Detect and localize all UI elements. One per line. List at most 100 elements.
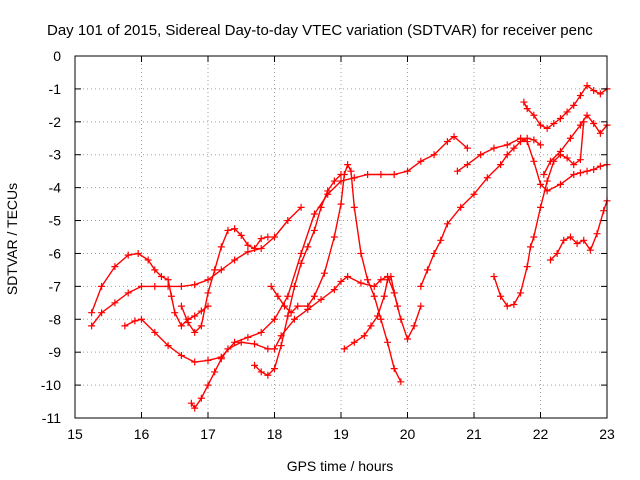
data-point-marker bbox=[563, 108, 571, 116]
data-point-marker bbox=[204, 356, 212, 364]
data-point-marker bbox=[417, 282, 425, 290]
data-point-marker bbox=[417, 302, 425, 310]
series-line bbox=[91, 206, 302, 327]
data-point-marker bbox=[553, 249, 561, 257]
data-point-marker bbox=[277, 342, 285, 350]
data-point-marker bbox=[310, 226, 318, 234]
data-point-marker bbox=[251, 361, 259, 369]
data-point-marker bbox=[530, 136, 538, 144]
data-point-marker bbox=[600, 207, 608, 215]
data-point-marker bbox=[347, 167, 355, 175]
data-point-marker bbox=[134, 249, 142, 257]
series-line bbox=[457, 137, 608, 192]
data-point-marker bbox=[556, 147, 564, 155]
data-point-marker bbox=[596, 129, 604, 137]
data-point-marker bbox=[537, 180, 544, 188]
data-point-marker bbox=[131, 317, 139, 325]
data-point-marker bbox=[397, 315, 405, 323]
data-point-marker bbox=[423, 266, 431, 274]
series-track-7 bbox=[267, 161, 405, 386]
data-point-marker bbox=[543, 124, 551, 132]
data-point-marker bbox=[267, 282, 275, 290]
data-point-marker bbox=[560, 236, 568, 244]
data-point-marker bbox=[570, 170, 578, 178]
y-tick-label: -5 bbox=[49, 213, 62, 229]
data-point-marker bbox=[211, 266, 219, 274]
data-point-marker bbox=[540, 170, 548, 178]
data-point-marker bbox=[271, 233, 278, 241]
data-point-marker bbox=[530, 233, 538, 241]
data-point-marker bbox=[430, 151, 438, 159]
data-point-marker bbox=[330, 177, 338, 185]
x-tick-label: 23 bbox=[599, 426, 615, 442]
data-point-marker bbox=[244, 248, 252, 256]
data-point-marker bbox=[450, 133, 458, 141]
data-point-marker bbox=[593, 230, 601, 238]
data-point-marker bbox=[477, 151, 485, 159]
data-point-marker bbox=[88, 309, 96, 317]
data-point-marker bbox=[583, 111, 591, 119]
data-point-marker bbox=[284, 312, 292, 320]
data-point-marker bbox=[523, 263, 531, 271]
data-point-marker bbox=[271, 345, 278, 353]
data-point-marker bbox=[257, 245, 265, 253]
data-point-marker bbox=[483, 174, 491, 182]
data-point-marker bbox=[596, 90, 604, 98]
data-point-marker bbox=[497, 292, 505, 300]
series-track-3 bbox=[121, 133, 471, 366]
data-point-marker bbox=[340, 345, 348, 353]
series-track-9 bbox=[417, 134, 544, 290]
data-point-marker bbox=[537, 203, 544, 211]
data-point-marker bbox=[457, 203, 465, 211]
data-point-marker bbox=[264, 233, 272, 241]
series-line bbox=[493, 121, 585, 307]
data-point-marker bbox=[387, 272, 395, 280]
data-point-marker bbox=[543, 177, 551, 185]
data-point-marker bbox=[244, 333, 252, 341]
data-point-marker bbox=[470, 190, 478, 198]
data-point-marker bbox=[546, 157, 554, 165]
y-tick-label: -6 bbox=[49, 245, 62, 261]
data-point-marker bbox=[394, 302, 402, 310]
data-point-marker bbox=[138, 315, 145, 323]
data-point-marker bbox=[590, 87, 598, 95]
data-point-marker bbox=[204, 276, 212, 284]
data-point-marker bbox=[360, 332, 368, 340]
y-tick-label: -11 bbox=[42, 410, 61, 426]
data-point-marker bbox=[237, 231, 245, 239]
data-point-marker bbox=[317, 203, 325, 211]
data-point-marker bbox=[330, 233, 338, 241]
y-tick-label: -9 bbox=[49, 344, 62, 360]
data-point-marker bbox=[124, 289, 132, 297]
y-tick-label: -8 bbox=[49, 311, 62, 327]
data-point-marker bbox=[224, 345, 232, 353]
data-point-marker bbox=[211, 368, 219, 376]
data-point-marker bbox=[257, 235, 265, 243]
y-tick-label: -10 bbox=[41, 377, 61, 393]
series-track-6 bbox=[251, 170, 345, 379]
data-point-marker bbox=[576, 91, 584, 99]
x-tick-label: 15 bbox=[67, 426, 83, 442]
data-point-marker bbox=[297, 259, 305, 267]
data-point-marker bbox=[320, 269, 328, 277]
data-point-marker bbox=[503, 141, 511, 149]
y-tick-label: -4 bbox=[49, 180, 62, 196]
data-point-marker bbox=[576, 156, 584, 164]
data-point-marker bbox=[167, 292, 175, 300]
data-point-marker bbox=[111, 299, 119, 307]
data-point-marker bbox=[453, 167, 461, 175]
data-point-marker bbox=[297, 203, 305, 211]
data-point-marker bbox=[397, 378, 405, 386]
series-track-12 bbox=[520, 82, 611, 132]
data-point-marker bbox=[98, 282, 106, 290]
series-line bbox=[523, 84, 608, 130]
data-point-marker bbox=[377, 315, 385, 323]
data-point-marker bbox=[583, 82, 591, 90]
data-point-marker bbox=[490, 144, 498, 152]
data-point-marker bbox=[271, 315, 278, 323]
data-point-marker bbox=[264, 345, 272, 353]
data-point-marker bbox=[304, 243, 312, 251]
data-point-marker bbox=[88, 322, 96, 330]
series-track-4 bbox=[177, 225, 272, 336]
data-point-marker bbox=[224, 226, 232, 234]
